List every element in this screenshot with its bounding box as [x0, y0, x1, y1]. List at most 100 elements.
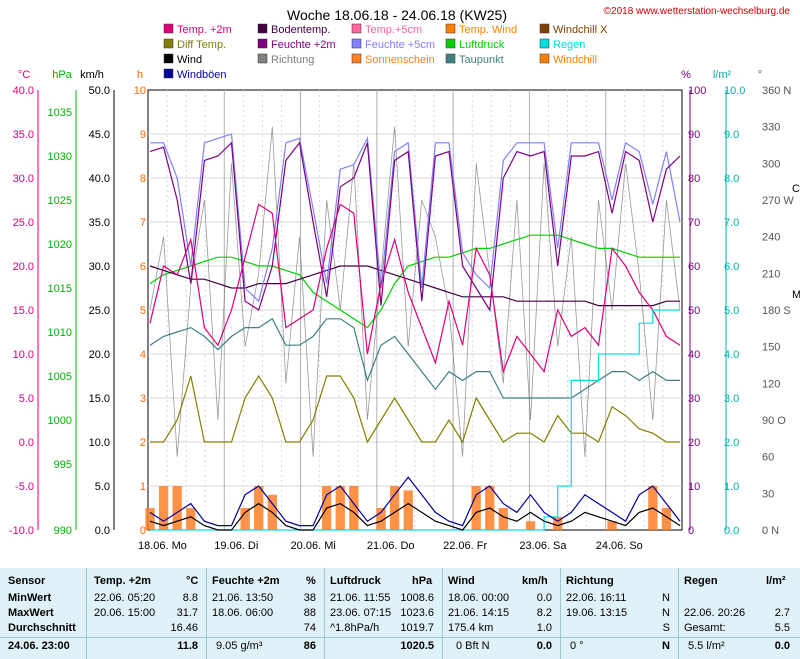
humidity-min-time: 21.06. 13:50 [212, 592, 274, 604]
legend-swatch [445, 38, 456, 49]
axis-unit-temp: °C [18, 69, 30, 81]
humidity-current: 86 [303, 640, 316, 652]
direction-max: N [662, 607, 670, 619]
legend: Temp. +2m Diff Temp. Wind Windböen Bodentemp… [163, 23, 608, 81]
sunshine-bar [186, 508, 196, 530]
humidity-avg: 74 [303, 622, 316, 634]
header-wind: Wind [448, 575, 475, 587]
axis-tick-wind: 45.0 [89, 129, 110, 141]
sunshine-bar [335, 486, 345, 530]
axis-tick-temp: 30.0 [13, 173, 34, 185]
legend-label: Richtung [271, 54, 314, 66]
series-line-richtung [149, 126, 681, 457]
sunshine-bar [158, 486, 169, 530]
axis-tick-wind: 20.0 [89, 349, 110, 361]
axis-tick-wind: 25.0 [89, 305, 110, 317]
header-direction: Richtung [566, 575, 614, 587]
sunshine-bar [498, 508, 508, 530]
axes: 40.035.030.025.020.015.010.05.00.0-5.0-1… [9, 69, 794, 537]
series-line-feuchte-2m [149, 141, 681, 312]
axis-tick-direction: 360 N [762, 85, 791, 97]
axis-tick-sun: 9 [140, 129, 146, 141]
axis-tick-direction: 300 [762, 158, 780, 170]
series-line-taupunkt [149, 317, 680, 399]
pressure-avg: 1019.7 [400, 622, 434, 634]
axis-tick-direction: 30 [762, 488, 774, 500]
legend-label: Windchill [553, 54, 597, 66]
header-rain-unit: l/m² [766, 575, 786, 587]
axis-tick-rain: 8.0 [724, 173, 739, 185]
sunshine-bar [240, 508, 250, 530]
axis-tick-rain: 2.0 [724, 437, 739, 449]
copyright-link[interactable]: ©2018 www.wetterstation-wechselburg.de [604, 6, 791, 17]
series-line-bodentemp- [149, 265, 680, 307]
axis-tick-rain: 4.0 [724, 349, 739, 361]
sunshine-bar [661, 508, 672, 530]
legend-label: Bodentemp. [271, 24, 330, 36]
legend-swatch [163, 23, 174, 34]
x-axis-labels: 18.06. Mo 19.06. Di 20.06. Mi 21.06. Do 22.0… [138, 540, 643, 552]
wind-distance: 175.4 km [448, 622, 494, 634]
axis-tick-sun: 8 [140, 173, 146, 185]
pressure-trend: ^1.8hPa/h [330, 622, 380, 634]
axis-unit-sun: h [137, 69, 143, 81]
wind-min: 0.0 [536, 592, 552, 604]
rain-max: 2.7 [774, 607, 790, 619]
legend-label: Taupunkt [459, 54, 504, 66]
axis-tick-direction: 270 W [762, 195, 794, 207]
wind-current-bft: 0 Bft N [456, 640, 490, 652]
direction-max-time: 19.06. 13:15 [566, 607, 628, 619]
x-axis-label: 18.06. Mo [138, 540, 187, 552]
legend-label: Temp. Wind [459, 24, 517, 36]
temp-min: 8.8 [182, 592, 198, 604]
rain-current: 0.0 [774, 640, 790, 652]
axis-tick-rain: 10.0 [724, 85, 745, 97]
series-line-windb-en [149, 476, 681, 527]
legend-swatch [445, 23, 456, 34]
legend-swatch [257, 38, 268, 49]
axis-tick-sun: 7 [140, 217, 146, 229]
x-axis-label: 19.06. Di [214, 540, 258, 552]
axis-tick-wind: 40.0 [89, 173, 110, 185]
temp-min-time: 22.06. 05:20 [94, 592, 156, 604]
legend-label: Wind [177, 54, 202, 66]
axis-tick-humidity: 50 [688, 305, 700, 317]
axis-tick-direction: 90 O [762, 415, 786, 427]
axis-tick-sun: 0 [140, 525, 146, 537]
legend-swatch [539, 23, 550, 34]
wind-current: 0.0 [536, 640, 552, 652]
temp-max-time: 20.06. 15:00 [94, 607, 156, 619]
header-humidity-unit: % [306, 575, 316, 587]
header-temp: Temp. +2m [94, 575, 151, 587]
axis-tick-temp: 40.0 [13, 85, 34, 97]
axis-tick-rain: 5.0 [724, 305, 739, 317]
axis-tick-temp: 10.0 [13, 349, 34, 361]
sunshine-bar [389, 486, 400, 530]
legend-swatch [163, 53, 174, 64]
chart-title: Woche 18.06.18 - 24.06.18 (KW25) [287, 7, 507, 23]
header-humidity: Feuchte +2m [212, 575, 280, 587]
axis-tick-rain: 9.0 [724, 129, 739, 141]
axis-unit-pressure: hPa [52, 69, 72, 81]
direction-min-time: 22.06. 16:11 [566, 592, 627, 604]
wind-max: 8.2 [536, 607, 552, 619]
legend-swatch [539, 53, 550, 64]
sunshine-bar [349, 486, 359, 530]
axis-tick-humidity: 90 [688, 129, 700, 141]
axis-tick-humidity: 0 [688, 525, 694, 537]
wind-min-time: 18.06. 00:00 [448, 592, 510, 604]
axis-tick-pressure: 1000 [48, 415, 72, 427]
axis-tick-wind: 10.0 [89, 437, 110, 449]
legend-swatch [163, 68, 174, 79]
legend-swatch [445, 53, 456, 64]
direction-current: N [662, 640, 670, 652]
axis-tick-sun: 2 [140, 437, 146, 449]
axis-tick-direction: 240 [762, 232, 780, 244]
axis-tick-temp: 25.0 [13, 217, 34, 229]
axis-tick-pressure: 1025 [48, 195, 72, 207]
header-pressure-unit: hPa [412, 575, 433, 587]
axis-tick-pressure: 1035 [48, 107, 72, 119]
temp-avg: 16.46 [170, 622, 198, 634]
axis-unit-direction: ° [758, 69, 762, 81]
axis-tick-pressure: 995 [54, 459, 72, 471]
